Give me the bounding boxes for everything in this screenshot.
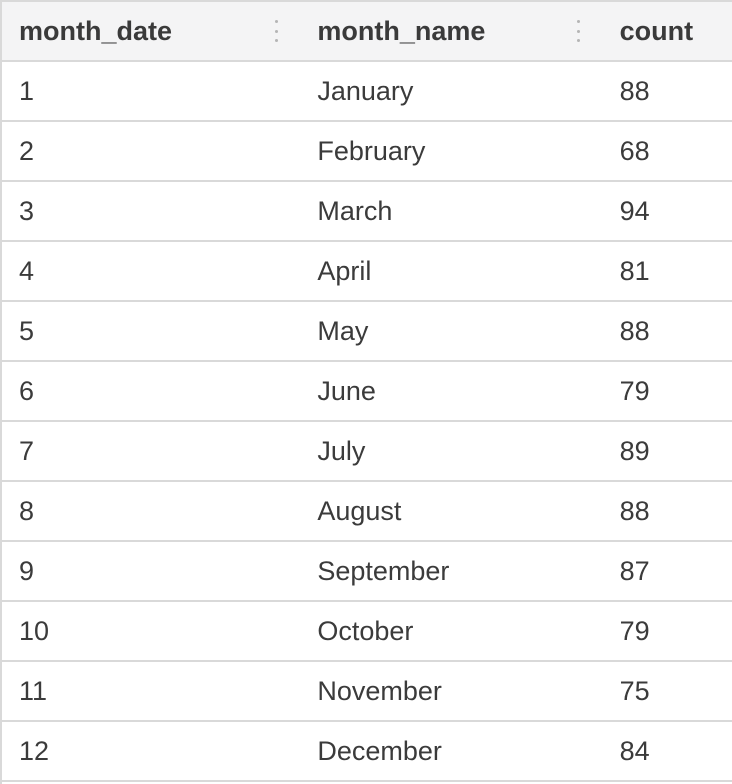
column-resize-handle-icon[interactable] <box>577 20 581 42</box>
cell-month-date[interactable]: 4 <box>19 255 35 286</box>
column-header-count[interactable]: count <box>603 2 732 60</box>
cell-count[interactable]: 75 <box>619 675 650 706</box>
cell-month-name[interactable]: June <box>317 375 376 406</box>
cell-count[interactable]: 89 <box>619 435 650 466</box>
cell-count[interactable]: 94 <box>619 195 650 226</box>
table-row[interactable]: 9 September 87 <box>2 542 732 602</box>
table-row[interactable]: 2 February 68 <box>2 122 732 182</box>
table-row[interactable]: 5 May 88 <box>2 302 732 362</box>
cell-count[interactable]: 79 <box>619 375 650 406</box>
cell-month-name[interactable]: May <box>317 315 369 346</box>
cell-month-date[interactable]: 10 <box>19 615 50 646</box>
cell-month-date[interactable]: 5 <box>19 315 35 346</box>
cell-month-name[interactable]: December <box>317 735 442 766</box>
cell-count[interactable]: 88 <box>619 315 650 346</box>
cell-month-name[interactable]: November <box>317 675 442 706</box>
table-row[interactable]: 6 June 79 <box>2 362 732 422</box>
cell-month-name[interactable]: October <box>317 615 414 646</box>
cell-month-name[interactable]: September <box>317 555 450 586</box>
table-row[interactable]: 4 April 81 <box>2 242 732 302</box>
cell-count[interactable]: 84 <box>619 735 650 766</box>
cell-count[interactable]: 68 <box>619 135 650 166</box>
table-row[interactable]: 7 July 89 <box>2 422 732 482</box>
cell-count[interactable]: 88 <box>619 75 650 106</box>
column-header-label: month_name <box>317 15 486 46</box>
cell-month-date[interactable]: 2 <box>19 135 35 166</box>
column-resize-handle-icon[interactable] <box>274 20 278 42</box>
table-row[interactable]: 11 November 75 <box>2 662 732 722</box>
table-row[interactable]: 1 January 88 <box>2 62 732 122</box>
table-row[interactable]: 8 August 88 <box>2 482 732 542</box>
cell-month-name[interactable]: February <box>317 135 426 166</box>
cell-month-name[interactable]: August <box>317 495 402 526</box>
column-header-month-date[interactable]: month_date <box>2 2 300 60</box>
column-header-label: month_date <box>19 15 173 46</box>
cell-count[interactable]: 79 <box>619 615 650 646</box>
cell-month-date[interactable]: 12 <box>19 735 50 766</box>
table-body: 1 January 88 2 February 68 3 March 94 4 … <box>2 62 732 782</box>
cell-month-name[interactable]: April <box>317 255 372 286</box>
table-row[interactable]: 10 October 79 <box>2 602 732 662</box>
cell-month-date[interactable]: 7 <box>19 435 35 466</box>
cell-month-date[interactable]: 6 <box>19 375 35 406</box>
cell-count[interactable]: 88 <box>619 495 650 526</box>
cell-month-date[interactable]: 9 <box>19 555 35 586</box>
column-header-month-name[interactable]: month_name <box>300 2 602 60</box>
header-row: month_date month_name count <box>2 2 732 62</box>
table-row[interactable]: 12 December 84 <box>2 722 732 782</box>
cell-month-date[interactable]: 3 <box>19 195 35 226</box>
cell-month-date[interactable]: 8 <box>19 495 35 526</box>
cell-month-name[interactable]: January <box>317 75 414 106</box>
cell-month-name[interactable]: March <box>317 195 393 226</box>
column-header-label: count <box>619 15 694 46</box>
cell-month-date[interactable]: 11 <box>19 675 48 706</box>
cell-count[interactable]: 81 <box>619 255 650 286</box>
cell-count[interactable]: 87 <box>619 555 650 586</box>
cell-month-name[interactable]: July <box>317 435 366 466</box>
table-row[interactable]: 3 March 94 <box>2 182 732 242</box>
cell-month-date[interactable]: 1 <box>19 75 35 106</box>
